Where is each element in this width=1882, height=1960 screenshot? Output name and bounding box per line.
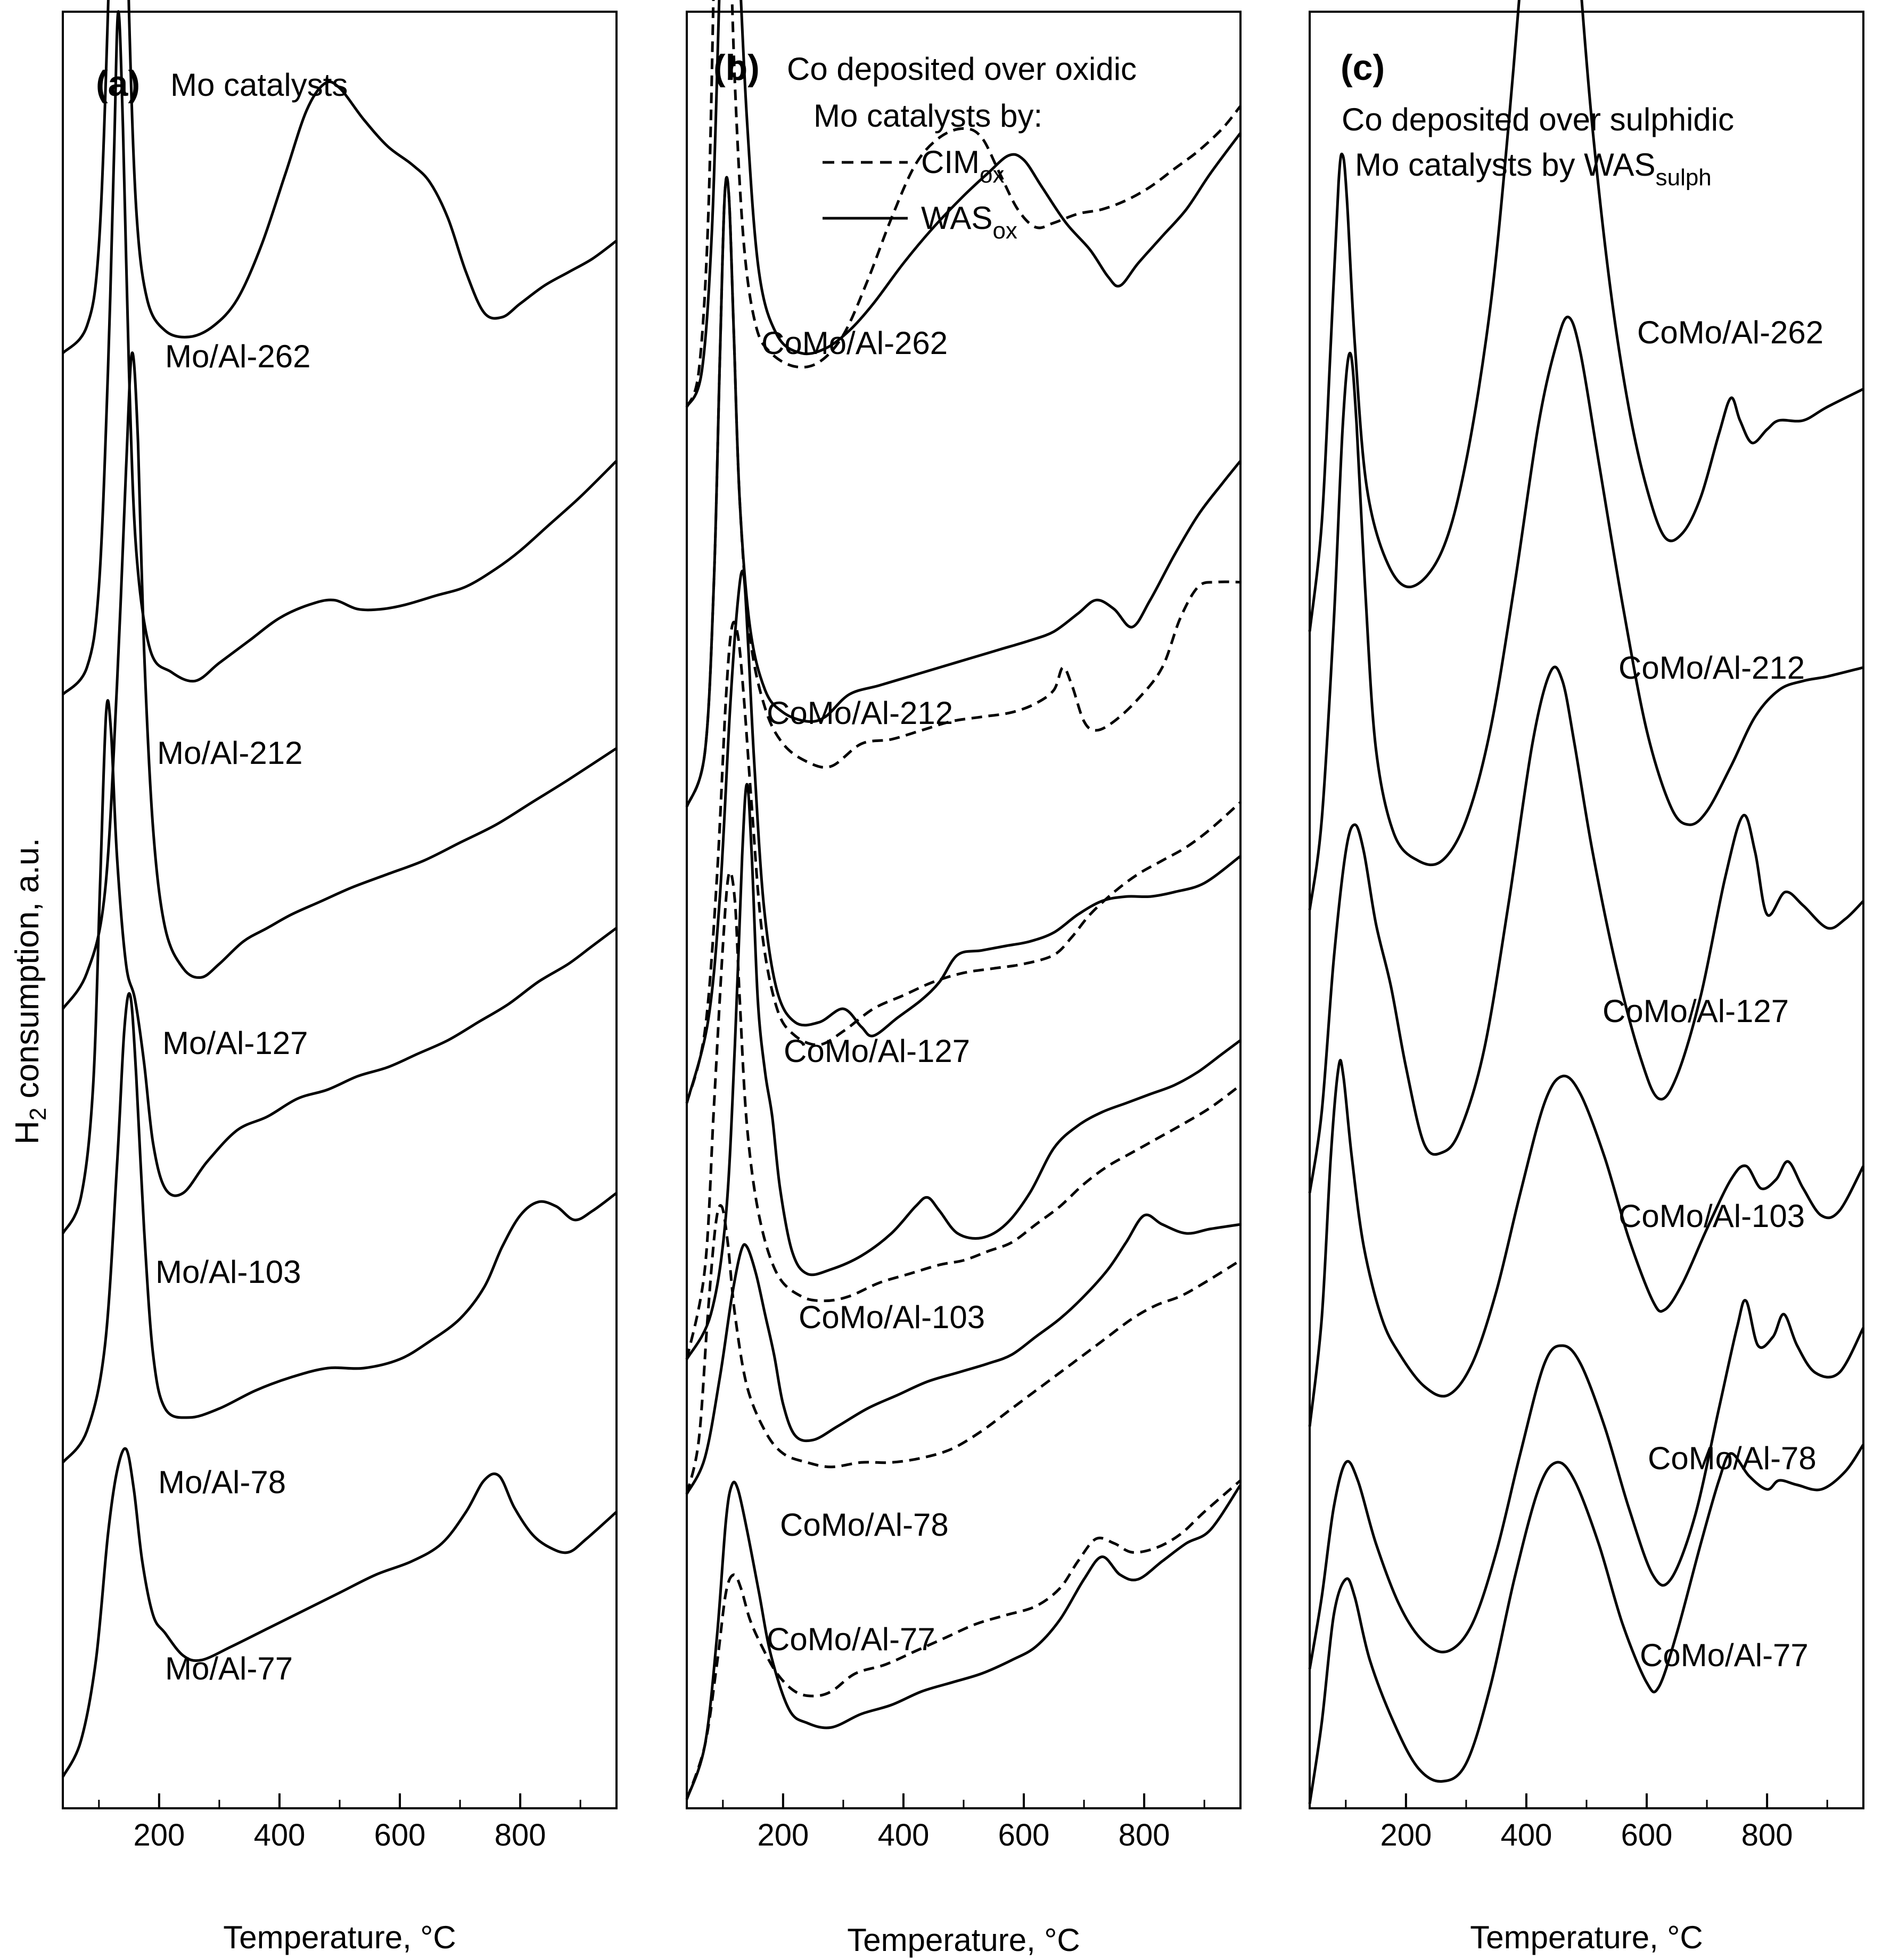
panel-b-curve-labels: CoMo/Al-262 CoMo/Al-212 CoMo/Al-127 CoMo/Al… <box>761 325 985 1657</box>
panel-a-letter: (a) <box>96 63 140 104</box>
x-tick-label-200: 200 <box>1380 1818 1432 1852</box>
x-tick-label-800: 800 <box>1119 1818 1170 1852</box>
x-tick-label-600: 600 <box>374 1818 426 1852</box>
curve-label-como-al-127: CoMo/Al-127 <box>1602 993 1789 1029</box>
curve-como-al-212 <box>1308 316 1864 910</box>
panel-c-title-line1: Co deposited over sulphidic <box>1342 102 1734 137</box>
curve-label-como-al-78: CoMo/Al-78 <box>1648 1440 1817 1476</box>
curve-label-como-al-77: CoMo/Al-77 <box>1640 1637 1809 1673</box>
panel-a-curves <box>61 0 618 1778</box>
curve-mo-al-262 <box>62 0 618 355</box>
curve-mo-al-212 <box>62 10 618 696</box>
curve-como-al-78 <box>1308 1299 1865 1669</box>
panel-c-curve-labels: CoMo/Al-262 CoMo/Al-212 CoMo/Al-127 CoMo/Al… <box>1602 315 1823 1673</box>
curve-como-al-78-cimox <box>685 1204 1242 1494</box>
curve-label-como-al-262: CoMo/Al-262 <box>1637 315 1823 350</box>
curve-label-como-al-262-cimox: CoMo/Al-262 <box>761 325 948 361</box>
x-tick-label-600: 600 <box>1621 1818 1673 1852</box>
panel-a-title: Mo catalysts <box>170 67 348 103</box>
curve-como-al-212-wasox <box>685 176 1242 808</box>
panel-a-xticks: 200 400 600 800 <box>98 1793 581 1852</box>
x-tick-label-200: 200 <box>133 1818 185 1852</box>
curve-label-como-al-212-cimox: CoMo/Al-212 <box>767 695 953 731</box>
panel-a: (a) Mo catalysts 200 400 600 800 Mo/Al-262M… <box>61 0 618 1955</box>
curve-como-al-103-cimox <box>685 870 1242 1360</box>
x-tick-label-600: 600 <box>998 1818 1050 1852</box>
panel-c-xticks: 200 400 600 800 <box>1345 1793 1828 1852</box>
curve-como-al-77 <box>1308 1444 1865 1804</box>
panel-c-x-axis-label: Temperature, °C <box>1470 1920 1703 1955</box>
curve-label-mo-al-78: Mo/Al-78 <box>158 1464 286 1500</box>
curve-label-como-al-77-cimox: CoMo/Al-77 <box>767 1621 935 1657</box>
curve-mo-al-77 <box>61 1447 618 1778</box>
panel-a-x-axis-label: Temperature, °C <box>223 1920 456 1955</box>
curve-como-al-78-wasox <box>685 1213 1241 1495</box>
panel-b: (b) Co deposited over oxidic Mo catalyst… <box>685 0 1242 1958</box>
curve-como-al-127-wasox <box>685 570 1242 1103</box>
x-tick-label-800: 800 <box>495 1818 546 1852</box>
x-tick-label-400: 400 <box>878 1818 930 1852</box>
legend-cim-label: CIMox <box>921 144 1004 188</box>
curve-mo-al-127 <box>61 351 618 1010</box>
panel-c-letter: (c) <box>1341 47 1385 88</box>
curve-como-al-127 <box>1308 665 1864 1193</box>
y-axis-label: H2 consumption, a.u. <box>9 838 51 1144</box>
curve-como-al-262-wasox <box>685 0 1242 408</box>
panel-b-title-line1: Co deposited over oxidic <box>787 51 1137 87</box>
legend: CIMox WASox <box>823 144 1017 244</box>
curve-mo-al-103 <box>61 699 618 1234</box>
curve-como-al-103-wasox <box>685 783 1242 1360</box>
curve-label-como-al-78-cimox: CoMo/Al-78 <box>780 1507 949 1543</box>
panel-b-letter: (b) <box>713 47 760 88</box>
curve-label-mo-al-103: Mo/Al-103 <box>155 1254 301 1290</box>
curve-como-al-77-wasox <box>685 1480 1242 1800</box>
panel-b-xticks: 200 400 600 800 <box>722 1793 1205 1852</box>
curve-label-como-al-103: CoMo/Al-103 <box>1618 1198 1805 1234</box>
curve-como-al-262 <box>1308 0 1864 632</box>
x-tick-label-400: 400 <box>254 1818 306 1852</box>
curve-label-mo-al-262: Mo/Al-262 <box>165 339 310 374</box>
panel-b-title-line2: Mo catalysts by: <box>813 98 1042 134</box>
curve-label-como-al-127-cimox: CoMo/Al-127 <box>784 1033 970 1069</box>
x-tick-label-400: 400 <box>1501 1818 1552 1852</box>
curve-label-como-al-212: CoMo/Al-212 <box>1618 650 1805 686</box>
panel-b-x-axis-label: Temperature, °C <box>847 1922 1080 1958</box>
panel-b-curves <box>685 0 1242 1800</box>
curve-label-mo-al-127: Mo/Al-127 <box>162 1025 308 1061</box>
panel-c-curves <box>1308 0 1865 1804</box>
x-tick-label-800: 800 <box>1741 1818 1793 1852</box>
curve-como-al-127-cimox <box>685 621 1242 1103</box>
curve-como-al-262-cimox <box>685 0 1242 408</box>
curve-label-como-al-103-cimox: CoMo/Al-103 <box>799 1299 985 1335</box>
curve-como-al-103 <box>1308 1059 1865 1427</box>
curve-label-mo-al-212: Mo/Al-212 <box>157 735 302 771</box>
curve-mo-al-78 <box>62 992 618 1463</box>
curve-como-al-77-cimox <box>685 1479 1242 1800</box>
panel-c: (c) Co deposited over sulphidic Mo catal… <box>1308 0 1865 1955</box>
x-tick-label-200: 200 <box>757 1818 809 1852</box>
panel-a-curve-labels: Mo/Al-262 Mo/Al-212 Mo/Al-127 Mo/Al-103 Mo/A… <box>155 339 310 1686</box>
curve-label-mo-al-77: Mo/Al-77 <box>165 1651 293 1686</box>
